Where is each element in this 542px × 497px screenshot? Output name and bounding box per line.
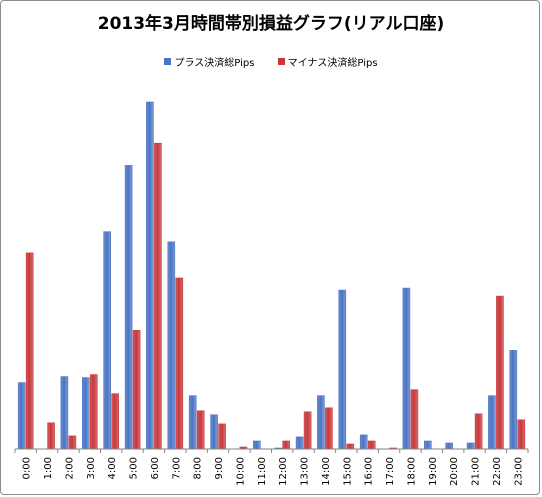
x-tick-label-23: 23:00: [513, 457, 524, 486]
legend-swatch-plus: [164, 58, 172, 65]
bar-minus-1: [47, 422, 55, 450]
bar-plus-22: [488, 395, 496, 450]
x-tick-label-11: 11:00: [257, 457, 268, 486]
bar-plus-9: [210, 414, 218, 450]
x-tick-label-16: 16:00: [364, 457, 375, 486]
x-tick-label-15: 15:00: [342, 457, 353, 486]
x-tick-label-8: 8:00: [193, 457, 204, 479]
bar-minus-23: [517, 419, 526, 450]
bar-plus-11: [253, 440, 261, 450]
x-tick-label-7: 7:00: [171, 457, 182, 479]
x-tick-label-3: 3:00: [86, 457, 97, 479]
legend-item-minus: マイナス決済総Pips: [277, 54, 378, 69]
bar-plus-14: [317, 395, 325, 450]
bar-minus-22: [496, 295, 504, 450]
bar-plus-15: [338, 289, 347, 450]
legend-swatch-minus: [277, 58, 285, 65]
x-tick-label-2: 2:00: [64, 457, 75, 479]
x-tick-label-12: 12:00: [278, 457, 289, 486]
bar-minus-8: [196, 410, 205, 450]
x-tick-label-18: 18:00: [406, 457, 417, 486]
bar-minus-15: [346, 443, 355, 450]
bar-plus-7: [167, 241, 176, 450]
chart-title: 2013年3月時間帯別損益グラフ(リアル口座): [97, 14, 445, 34]
x-tick-label-21: 21:00: [471, 457, 482, 486]
x-tick-label-19: 19:00: [428, 457, 439, 486]
x-tick-label-10: 10:00: [235, 457, 246, 486]
x-tick-label-22: 22:00: [492, 457, 503, 486]
bar-minus-13: [303, 411, 312, 450]
legend-label-plus: プラス決済総Pips: [174, 58, 255, 69]
x-tick-label-17: 17:00: [385, 457, 396, 486]
x-tick-label-5: 5:00: [129, 457, 140, 479]
x-tick-label-0: 0:00: [22, 457, 33, 479]
bar-plus-20: [445, 442, 454, 450]
bar-plus-19: [423, 440, 432, 450]
bar-plus-16: [359, 434, 368, 450]
bar-plus-4: [103, 231, 111, 450]
bar-plus-2: [60, 376, 69, 450]
bar-minus-9: [218, 423, 226, 450]
bar-minus-2: [68, 435, 77, 450]
x-tick-label-20: 20:00: [449, 457, 460, 486]
bar-minus-3: [90, 374, 98, 450]
bar-minus-16: [367, 440, 376, 450]
bar-plus-13: [295, 436, 304, 450]
bar-plus-3: [82, 377, 90, 450]
legend: プラス決済総Pips マイナス決済総Pips: [1, 54, 541, 69]
bar-plus-5: [124, 165, 133, 450]
x-tick-label-9: 9:00: [214, 457, 225, 479]
bar-plus-0: [17, 382, 26, 450]
bar-minus-21: [474, 413, 483, 450]
bar-plus-6: [146, 101, 154, 450]
bar-minus-18: [410, 389, 419, 450]
bar-plus-8: [188, 395, 197, 450]
bar-minus-4: [111, 393, 119, 450]
x-tick-label-13: 13:00: [300, 457, 311, 486]
bar-plus-18: [402, 287, 411, 450]
bar-minus-6: [154, 142, 162, 450]
x-tick-label-14: 14:00: [321, 457, 332, 486]
bar-minus-7: [175, 277, 184, 450]
bar-minus-12: [282, 440, 291, 450]
bar-plus-23: [509, 350, 518, 450]
x-tick-label-6: 6:00: [150, 457, 161, 479]
bar-minus-14: [325, 407, 333, 450]
bar-plus-21: [466, 442, 475, 450]
x-tick-label-1: 1:00: [43, 457, 54, 479]
legend-label-minus: マイナス決済総Pips: [287, 58, 378, 69]
bar-minus-5: [132, 329, 141, 450]
legend-item-plus: プラス決済総Pips: [164, 54, 254, 69]
bar-minus-0: [25, 252, 34, 450]
x-tick-label-4: 4:00: [107, 457, 118, 479]
